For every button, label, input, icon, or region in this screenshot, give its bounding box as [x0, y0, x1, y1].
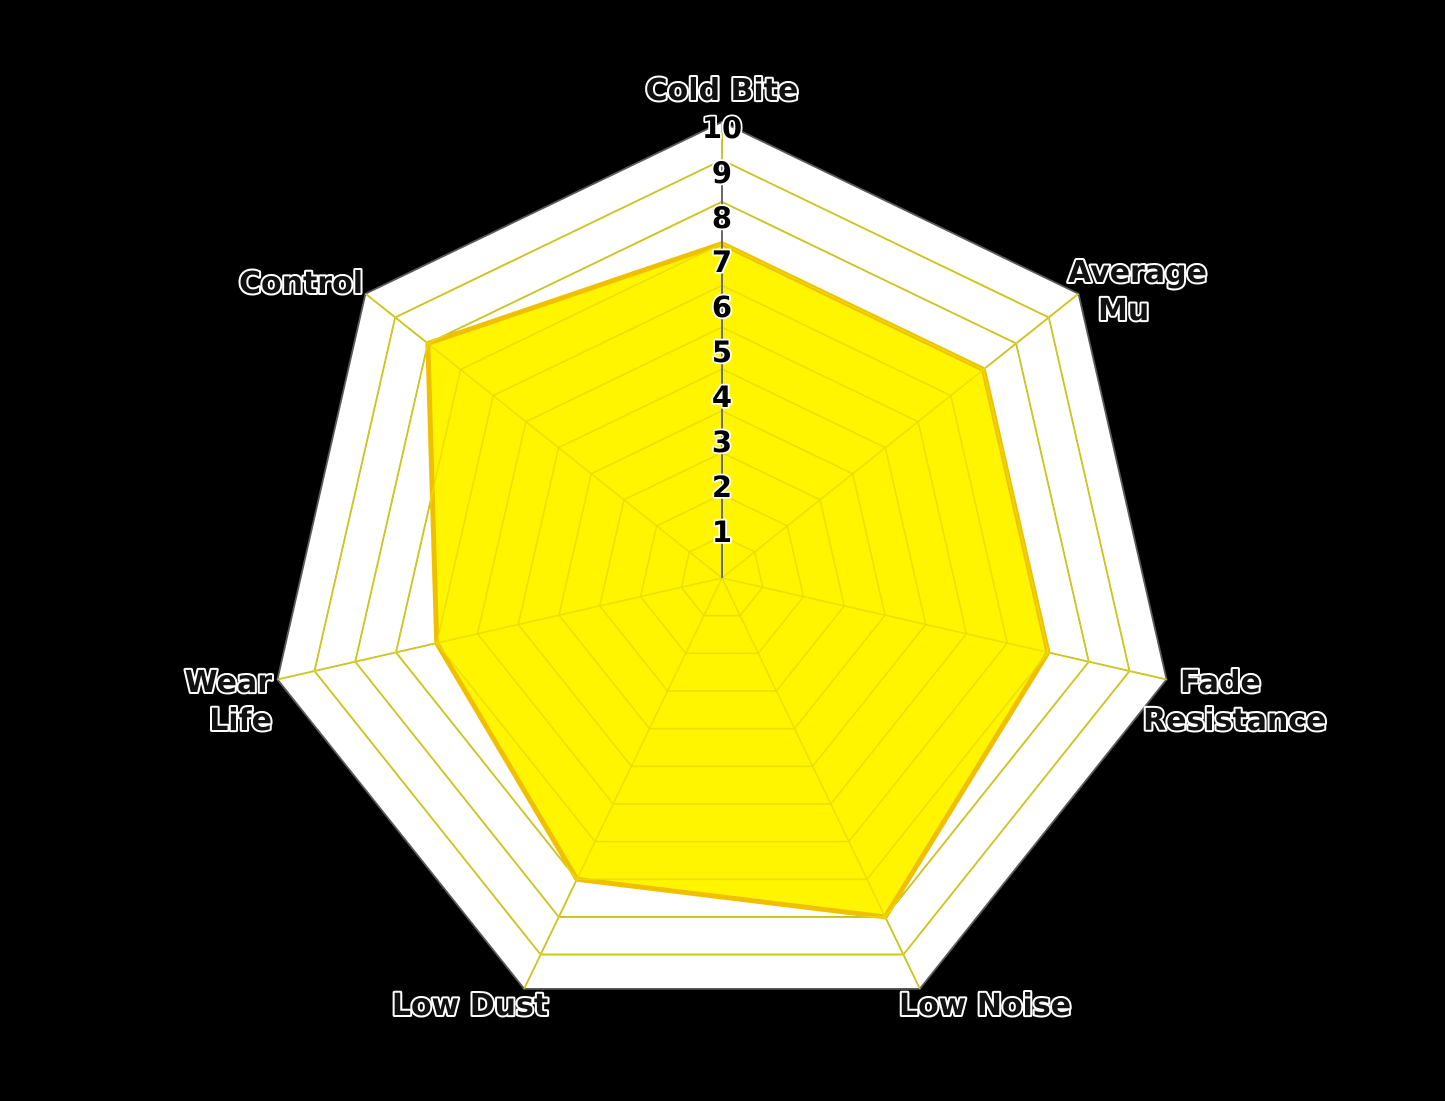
grid-ring-overlay-7: [435, 284, 1009, 843]
axis-label-fade-resistance-line1: Fade: [1180, 665, 1261, 700]
tick-label-7: 7: [712, 245, 732, 279]
tick-label-9: 9: [712, 156, 732, 190]
tick-label-5: 5: [712, 335, 732, 369]
grid-ring-overlay-3: [598, 451, 846, 692]
axis-label-control: Control: [239, 266, 363, 301]
grid-ring-overlay-9: [354, 200, 1090, 918]
tick-label-8: 8: [712, 201, 732, 235]
tick-label-4: 4: [712, 380, 732, 414]
tick-label-6: 6: [712, 290, 732, 324]
axis-label-wear-life-line2: Life: [209, 703, 272, 738]
tick-label-10: 10: [702, 111, 742, 145]
grid-frame-ring: [276, 121, 1168, 990]
grid-rings-overlay: [313, 159, 1131, 956]
axis-label-average-mu-line1: Average: [1068, 255, 1207, 290]
grid-spoke-overlay-2: [721, 577, 1167, 681]
grid-ring-overlay-10: [313, 159, 1131, 956]
grid-ring-overlay-8: [395, 242, 1049, 881]
tick-labels: 10 9 8 7 6 5 4 3 2 1: [700, 109, 744, 551]
axis-label-cold-bite: Cold Bite: [646, 73, 799, 108]
axis-label-wear-life-line1: Wear: [185, 665, 273, 700]
axis-label-average-mu-line2: Mu: [1098, 293, 1149, 328]
axis-label-low-noise: Low Noise: [899, 988, 1071, 1023]
grid-spoke-overlay-4: [523, 577, 723, 990]
grid-ring-overlay-5: [517, 368, 927, 768]
grid-ring-overlay-4: [558, 409, 886, 730]
tick-label-1: 1: [712, 515, 732, 549]
axis-label-fade-resistance-line2: Resistance: [1143, 703, 1327, 738]
tick-label-2: 2: [712, 470, 732, 504]
tick-label-3: 3: [712, 425, 732, 459]
grid-spoke-overlay-6: [364, 293, 723, 579]
grid-ring-overlay-6: [476, 326, 968, 805]
grid-ring-overlay-2: [639, 493, 805, 655]
axis-label-low-dust: Low Dust: [392, 988, 548, 1023]
grid-spoke-overlay-1: [721, 293, 1080, 579]
grid-spoke-overlay-3: [721, 577, 921, 990]
grid-spoke-overlay-5: [277, 577, 723, 681]
category-labels: Cold Bite Average Mu Fade Resistance Low…: [183, 71, 1329, 1025]
grid-ring-overlay-1: [680, 535, 764, 617]
